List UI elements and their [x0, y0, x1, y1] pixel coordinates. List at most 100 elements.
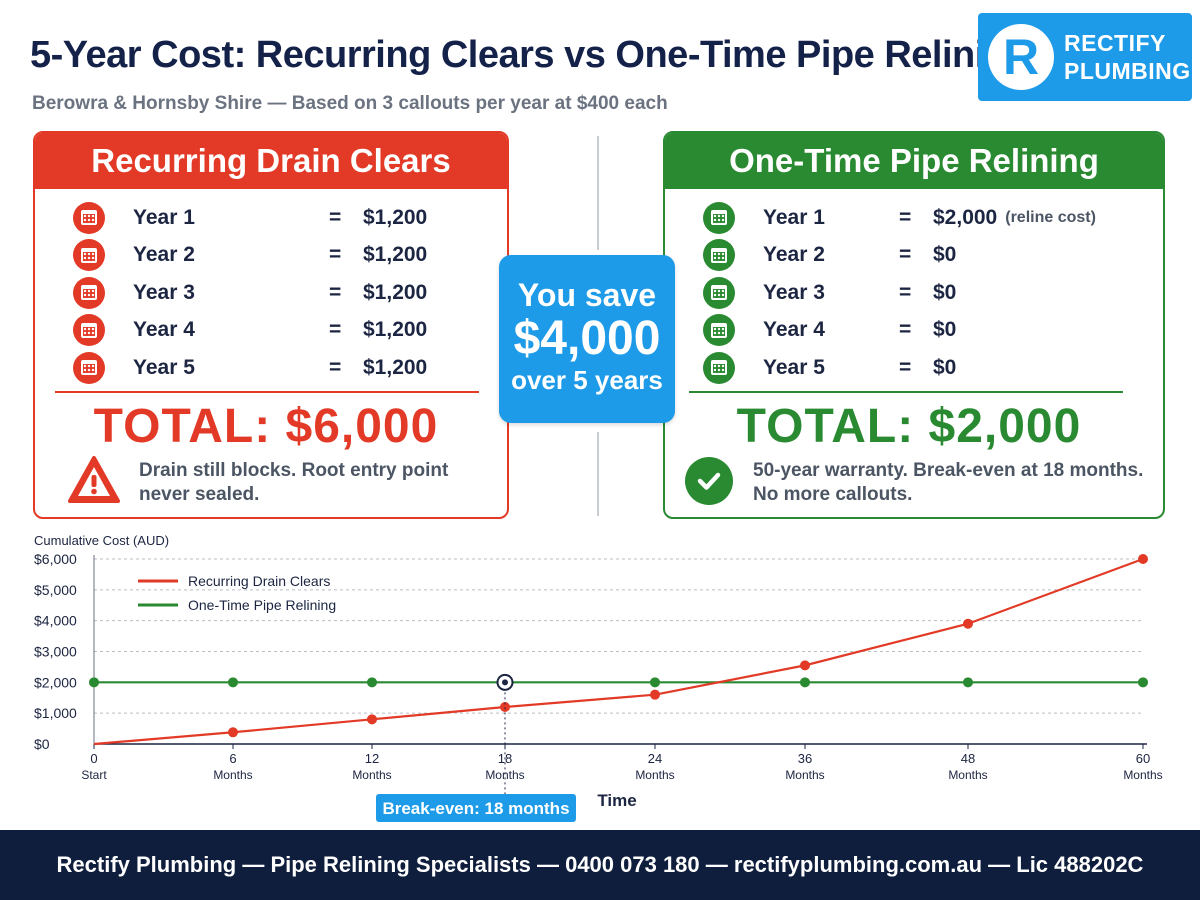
row-amount: $2,000	[933, 205, 998, 229]
x-tick-unit: Months	[948, 768, 987, 782]
row-equals: =	[899, 280, 912, 304]
relining-row: Year 4 = $0	[665, 312, 1163, 350]
row-year: Year 1	[763, 205, 825, 229]
row-amount: $1,200	[363, 205, 428, 229]
break-even-marker-dot	[502, 679, 508, 686]
recurring-panel-heading: Recurring Drain Clears	[35, 133, 507, 189]
calendar-icon	[73, 201, 105, 234]
chart-x-axis-label: Time	[597, 791, 636, 810]
note-line: 50-year warranty. Break-even at 18 month…	[753, 460, 1144, 481]
savings-callout: You save $4,000 over 5 years	[499, 255, 675, 423]
row-amount: $0	[933, 243, 957, 267]
row-equals: =	[899, 318, 912, 342]
row-equals: =	[329, 205, 342, 229]
row-year: Year 4	[133, 318, 195, 342]
calendar-icon	[703, 276, 735, 309]
row-amount: $0	[933, 355, 957, 379]
relining-point	[800, 677, 810, 688]
recurring-row: Year 4 = $1,200	[35, 312, 507, 350]
savings-amount: $4,000	[513, 312, 661, 365]
recurring-row: Year 2 = $1,200	[35, 237, 507, 275]
logo-wordmark: RECTIFY PLUMBING	[1064, 29, 1191, 85]
x-tick-unit: Months	[785, 768, 824, 782]
row-equals: =	[329, 318, 342, 342]
row-equals: =	[899, 355, 912, 379]
calendar-icon	[703, 351, 735, 384]
relining-row: Year 5 = $0	[665, 349, 1163, 387]
row-equals: =	[899, 205, 912, 229]
x-tick-number: 48	[961, 751, 975, 766]
logo-line-2: PLUMBING	[1064, 58, 1191, 84]
panel-divider	[689, 391, 1123, 393]
row-year: Year 2	[133, 243, 195, 267]
legend-label: Recurring Drain Clears	[188, 573, 330, 589]
recurring-point	[800, 660, 810, 671]
x-tick-number: 0	[90, 751, 97, 766]
panel-divider	[55, 391, 479, 393]
break-even-label-box	[376, 794, 576, 822]
relining-cost-list: Year 1 = $2,000 (reline cost) Year 2 = $…	[665, 199, 1163, 387]
note-line: No more callouts.	[753, 484, 913, 505]
brand-logo: R RECTIFY PLUMBING	[978, 13, 1192, 101]
break-even-annotation: Break-even: 18 months	[376, 673, 576, 822]
recurring-note-text: Drain still blocks. Root entry point nev…	[139, 459, 448, 507]
row-amount: $0	[933, 318, 957, 342]
recurring-cost-list: Year 1 = $1,200 Year 2 = $1,200 Year 3 =…	[35, 199, 507, 387]
y-tick-label: $3,000	[34, 644, 77, 660]
relining-point	[89, 677, 99, 688]
recurring-point	[228, 727, 238, 738]
recurring-note: Drain still blocks. Root entry point nev…	[67, 453, 497, 507]
recurring-total: TOTAL: $6,000	[93, 400, 439, 453]
recurring-point	[500, 702, 510, 712]
row-amount: $0	[933, 280, 957, 304]
row-amount: $1,200	[363, 318, 428, 342]
chart-y-axis-label: Cumulative Cost (AUD)	[34, 533, 169, 548]
savings-line-3: over 5 years	[511, 365, 663, 395]
row-year: Year 5	[133, 355, 195, 379]
x-tick-number: 12	[365, 751, 379, 766]
warning-icon	[68, 456, 120, 503]
recurring-point	[650, 689, 660, 700]
recurring-row: Year 1 = $1,200	[35, 199, 507, 237]
x-tick-unit: Months	[213, 768, 252, 782]
calendar-icon	[73, 314, 105, 347]
recurring-row: Year 3 = $1,200	[35, 274, 507, 312]
relining-point	[963, 677, 973, 688]
x-tick-number: 6	[229, 751, 236, 766]
savings-line-1: You save	[517, 277, 657, 313]
relining-panel-heading: One-Time Pipe Relining	[665, 133, 1163, 189]
logo-letter: R	[1002, 29, 1040, 85]
calendar-icon	[703, 314, 735, 347]
page-subtitle: Berowra & Hornsby Shire — Based on 3 cal…	[32, 93, 668, 114]
relining-row: Year 1 = $2,000 (reline cost)	[665, 199, 1163, 237]
calendar-icon	[73, 351, 105, 384]
row-year: Year 1	[133, 205, 195, 229]
x-tick-unit: Start	[81, 768, 107, 782]
y-tick-label: $1,000	[34, 705, 77, 721]
chart-legend: Recurring Drain Clears One-Time Pipe Reli…	[138, 573, 336, 613]
cumulative-cost-chart: Cumulative Cost (AUD) Time $0 $1,000 $2,00…	[34, 533, 1163, 822]
pipe-relining-panel: One-Time Pipe Relining Year 1 = $2,000 (…	[663, 131, 1165, 519]
row-year: Year 5	[763, 355, 825, 379]
relining-total: TOTAL: $2,000	[736, 400, 1082, 453]
y-tick-label: $4,000	[34, 613, 77, 629]
row-amount: $1,200	[363, 243, 428, 267]
relining-point	[228, 677, 238, 688]
y-tick-label: $5,000	[34, 582, 77, 598]
relining-point	[1138, 677, 1148, 688]
row-year: Year 4	[763, 318, 825, 342]
y-tick-label: $2,000	[34, 674, 77, 690]
recurring-point	[367, 714, 377, 725]
relining-row: Year 3 = $0	[665, 274, 1163, 312]
row-equals: =	[329, 355, 342, 379]
relining-row: Year 2 = $0	[665, 237, 1163, 275]
x-tick-number: 60	[1136, 751, 1150, 766]
legend-label: One-Time Pipe Relining	[188, 597, 336, 613]
chart-axes: $0 $1,000 $2,000 $3,000 $4,000 $5,000 $6,000 0 S…	[34, 551, 1163, 782]
y-tick-label: $6,000	[34, 551, 77, 567]
center-divider-bottom	[597, 432, 599, 516]
logo-emblem: R	[988, 24, 1054, 90]
recurring-clears-panel: Recurring Drain Clears Year 1 = $1,200 Y…	[33, 131, 509, 519]
relining-point	[650, 677, 660, 688]
checkmark-icon	[685, 457, 733, 505]
